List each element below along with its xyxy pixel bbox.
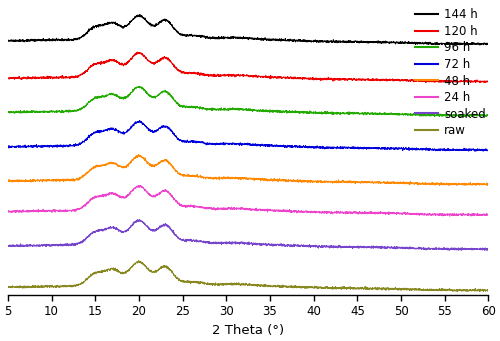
X-axis label: 2 Theta (°): 2 Theta (°) <box>212 324 284 337</box>
Legend: 144 h, 120 h, 96 h, 72 h, 48 h, 24 h, soaked, raw: 144 h, 120 h, 96 h, 72 h, 48 h, 24 h, so… <box>414 7 488 138</box>
